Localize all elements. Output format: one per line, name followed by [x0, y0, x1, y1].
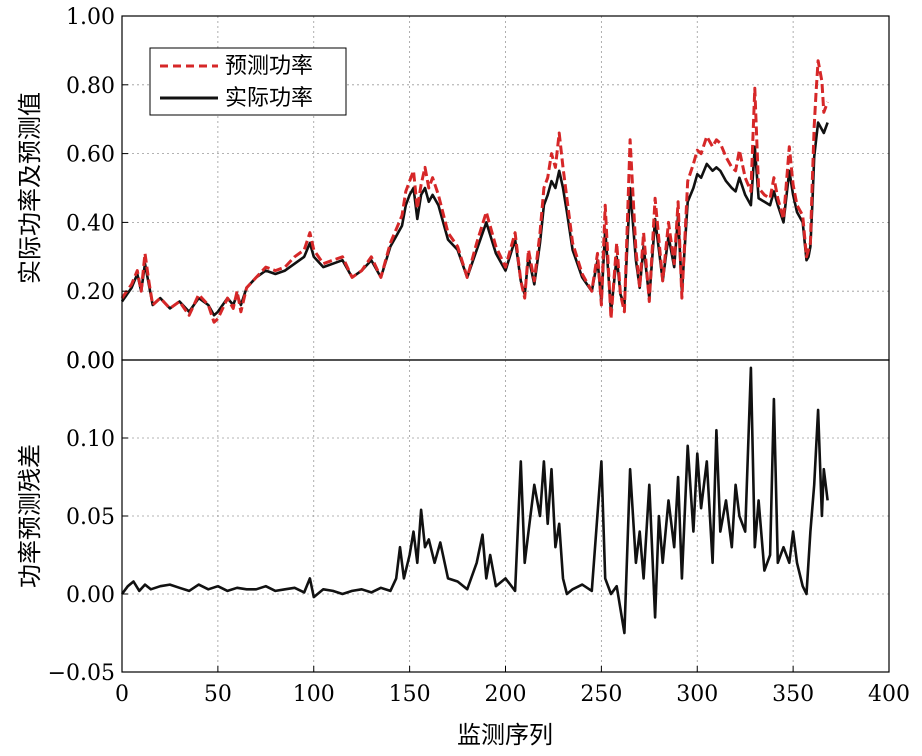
legend-label-predicted: 预测功率: [225, 54, 313, 79]
top-y-tick-label: 0.20: [66, 280, 115, 305]
top-y-tick-label: 0.40: [66, 211, 115, 236]
x-tick-label: 0: [115, 682, 129, 707]
bottom-y-axis-title: 功率预测残差: [16, 444, 44, 588]
top-series-line-predicted: [120, 59, 830, 324]
bottom-grid: [122, 360, 889, 672]
bottom-panel: −0.05 0.00 0.05 0.10 0 50 100 150 200 250 300 350 4…: [16, 349, 910, 749]
x-tick-label: 100: [293, 682, 335, 707]
top-y-tick-label: 0.80: [66, 74, 115, 99]
top-y-ticks: 0.00 0.20 0.40 0.60 0.80 1.00: [66, 5, 128, 374]
x-ticks: 0 50 100 150 200 250 300 350 400: [115, 666, 910, 707]
x-tick-label: 150: [389, 682, 431, 707]
x-tick-label: 200: [485, 682, 527, 707]
bottom-y-tick-label: 0.00: [66, 583, 115, 608]
legend-label-actual: 实际功率: [225, 86, 313, 111]
bottom-y-tick-label: 0.10: [66, 427, 115, 452]
legend-box: [149, 47, 347, 116]
top-y-tick-label: 0.60: [66, 143, 115, 168]
x-axis-title: 监测序列: [457, 721, 553, 749]
bottom-series-group: [120, 366, 829, 635]
bottom-y-ticks: −0.05 0.00 0.05 0.10: [48, 427, 128, 686]
top-series-group: [120, 59, 830, 324]
x-tick-label: 50: [204, 682, 232, 707]
top-panel: 0.00 0.20 0.40 0.60 0.80 1.00 实际功率及预测值 预测功率 实…: [16, 5, 890, 374]
x-tick-label: 300: [676, 682, 718, 707]
bottom-top-tick-label: 0.00: [66, 349, 115, 374]
x-tick-label: 400: [868, 682, 910, 707]
bottom-series-line-residual: [120, 366, 829, 635]
top-y-tick-label: 0.00: [66, 349, 115, 374]
x-tick-label: 250: [580, 682, 622, 707]
bottom-y-tick-label: −0.05: [48, 661, 115, 686]
top-series-line-actual: [120, 121, 829, 317]
top-y-tick-label: 1.00: [66, 5, 115, 30]
x-tick-label: 350: [772, 682, 814, 707]
top-y-axis-title: 实际功率及预测值: [16, 92, 44, 284]
bottom-y-tick-label: 0.05: [66, 505, 115, 530]
legend: 预测功率 实际功率: [149, 47, 347, 116]
